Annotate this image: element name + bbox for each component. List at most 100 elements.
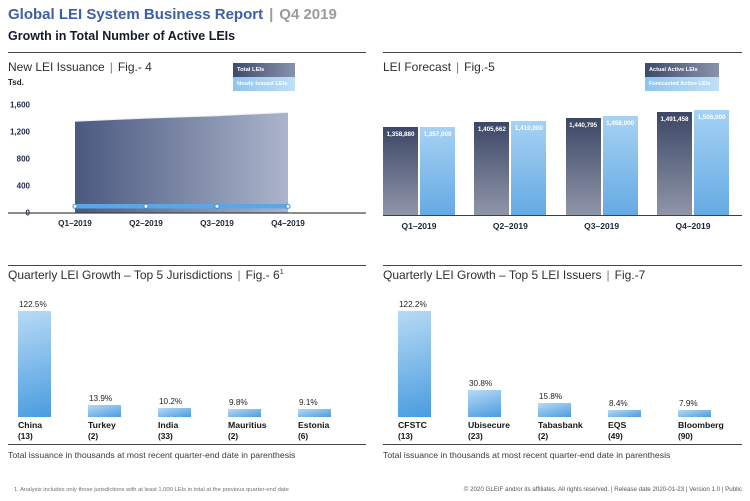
bar-value-label: 1,491,458	[660, 115, 689, 123]
actual-bar: 1,405,662	[474, 121, 510, 215]
category-label: CFSTC	[398, 420, 427, 430]
bar-column: 30.8% Ubisecure (23)	[468, 296, 538, 441]
legend-label: Total LEIs	[237, 67, 265, 73]
pipe: |	[109, 60, 113, 74]
count-label: (13)	[18, 431, 33, 441]
bar-value-label: 9.1%	[299, 398, 318, 408]
actual-bar: 1,440,795	[565, 117, 601, 215]
category-label: India	[158, 420, 179, 430]
bar	[538, 403, 571, 417]
fig5-number: Fig.-5	[464, 60, 495, 74]
x-axis-label: Q1–2019	[58, 219, 92, 228]
x-axis-label: Q2–2019	[129, 219, 163, 228]
bar-stack: 9.1%	[298, 296, 368, 417]
bar-value-label: 122.2%	[399, 300, 427, 309]
fig4-title-text: New LEI Issuance	[8, 60, 105, 74]
bar-column: 8.4% EQS (49)	[608, 296, 678, 441]
category-label: Ubisecure	[468, 420, 511, 430]
bar-value-label: 8.4%	[609, 398, 628, 408]
bar-group: 1,491,458 1,506,000	[656, 105, 729, 215]
bar-value-label: 1,440,795	[569, 121, 598, 129]
fig6-footnote-marker: 1	[279, 269, 284, 276]
x-axis-label: Q3–2019	[584, 221, 620, 231]
bar-column: 13.9% Turkey (2)	[88, 296, 158, 441]
bar-group: 1,358,880 1,357,000	[383, 105, 455, 215]
fig6-note: Total issuance in thousands at most rece…	[8, 450, 296, 460]
fig4-legend: Total LEIs Newly Issued LEIs	[233, 63, 295, 91]
bar-value-label: 15.8%	[539, 392, 563, 402]
legend-item-newly-issued-leis: Newly Issued LEIs	[233, 77, 295, 91]
bar-column: 10.2% India (33)	[158, 296, 228, 441]
x-axis-label: Q4–2019	[271, 219, 305, 228]
fig7-number: Fig.-7	[614, 268, 646, 282]
fig5-title-text: LEI Forecast	[383, 60, 452, 74]
bar	[608, 409, 641, 417]
x-axis-label: Q4–2019	[675, 221, 711, 231]
category-label: Mauritius	[228, 420, 267, 430]
report-header: Global LEI System Business Report | Q4 201…	[8, 6, 337, 23]
divider-rule	[8, 265, 366, 267]
legend-item-forecasted-active-leis: Forecasted Active LEIs	[645, 77, 719, 91]
footnote: 1. Analysis includes only those jurisdic…	[14, 487, 289, 493]
actual-bar: 1,358,880	[383, 127, 418, 215]
report-title: Global LEI System Business Report	[8, 6, 264, 23]
bar-column: 15.8% Tabasbank (2)	[538, 296, 608, 441]
x-axis-label: Q2–2019	[492, 221, 528, 231]
fig4-x-axis	[8, 212, 366, 214]
divider-rule	[383, 444, 742, 446]
bar-column: 9.8% Mauritius (2)	[228, 296, 298, 441]
y-tick-label: 400	[17, 182, 31, 191]
bar-column: 122.2% CFSTC (13)	[398, 296, 468, 441]
area-top-edge	[74, 111, 289, 122]
bar-value-label: 1,506,000	[697, 114, 726, 122]
bar-value-label: 1,357,000	[423, 131, 452, 139]
count-label: (2)	[228, 431, 239, 441]
report-period: Q4 2019	[279, 6, 337, 23]
actual-bar: 1,491,458	[656, 111, 692, 215]
bar-value-label: 1,405,662	[477, 125, 506, 133]
x-axis-label: Q3–2019	[200, 219, 234, 228]
forecast-bar: 1,506,000	[693, 110, 729, 215]
bar-stack: 15.8%	[538, 296, 608, 417]
bar-value-label: 7.9%	[679, 399, 698, 409]
fig6-number: Fig.- 6	[245, 268, 280, 282]
top5-lei-issuers-chart: 122.2% CFSTC (13) 30.8% Ubisecure (23) 15.8% Ta…	[383, 296, 741, 446]
bar-value-label: 1,358,880	[386, 131, 415, 139]
bar-value-label: 1,458,000	[606, 119, 635, 127]
bar	[468, 390, 501, 417]
bar	[398, 311, 431, 417]
bar-stack: 9.8%	[228, 296, 298, 417]
bar-column: 122.5% China (13)	[18, 296, 88, 441]
category-label: Bloomberg	[678, 420, 724, 430]
pipe: |	[237, 268, 241, 282]
bar	[298, 409, 331, 417]
fig4-number: Fig.- 4	[117, 60, 152, 74]
bar-stack: 13.9%	[88, 296, 158, 417]
fig5-x-axis	[383, 215, 742, 217]
category-label: China	[18, 420, 43, 430]
bar-value-label: 10.2%	[159, 397, 183, 407]
total-leis-area	[75, 112, 288, 213]
bar-value-label: 122.5%	[19, 300, 47, 309]
legend-item-actual-active-leis: Actual Active LEIs	[645, 63, 719, 77]
fig7-title: Quarterly LEI Growth – Top 5 LEI Issuers…	[383, 268, 645, 282]
pipe: |	[456, 60, 460, 74]
category-label: EQS	[608, 420, 627, 430]
bar	[678, 410, 711, 417]
legend-label: Newly Issued LEIs	[237, 81, 288, 87]
fig6-title: Quarterly LEI Growth – Top 5 Jurisdictio…	[8, 268, 284, 282]
divider-rule	[383, 52, 742, 54]
divider-rule	[383, 265, 742, 267]
fig7-note: Total issuance in thousands at most rece…	[383, 450, 671, 460]
bar-column: 9.1% Estonia (6)	[298, 296, 368, 441]
fig5-title: LEI Forecast | Fig.-5	[383, 60, 495, 74]
count-label: (33)	[158, 431, 173, 441]
report-subtitle: Growth in Total Number of Active LEIs	[8, 29, 236, 43]
bar	[18, 311, 51, 417]
new-lei-issuance-chart: 1,6001,2008004000Q1–2019Q2–2019Q3–2019Q4…	[8, 101, 366, 228]
bar-stack: 8.4%	[608, 296, 678, 417]
bar-stack: 122.2%	[398, 296, 468, 417]
bar-value-label: 1,410,000	[514, 125, 543, 133]
y-tick-label: 1,600	[10, 101, 31, 110]
